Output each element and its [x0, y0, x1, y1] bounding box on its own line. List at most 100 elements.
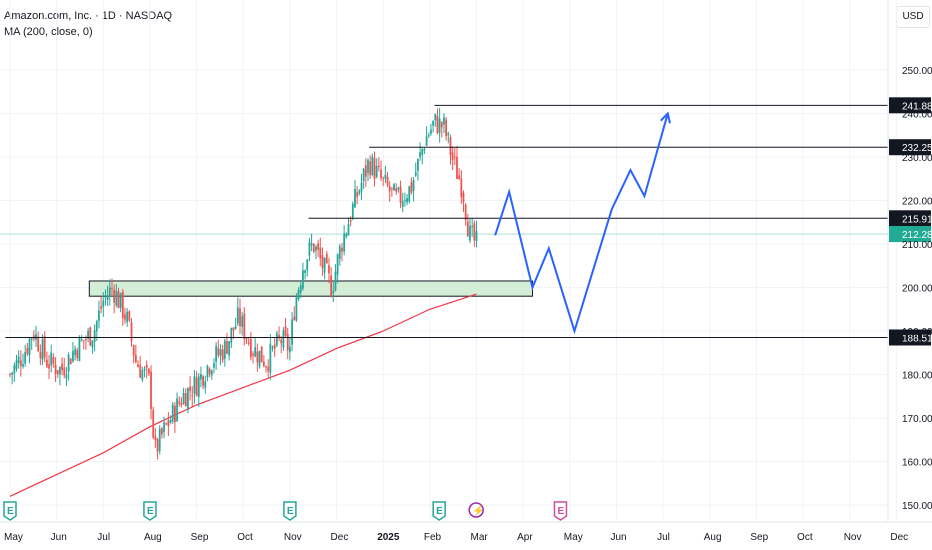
candle-body — [393, 184, 395, 191]
candle-body — [156, 439, 159, 452]
candle-body — [369, 161, 372, 176]
candle-body — [403, 200, 406, 202]
events-layer: E E E E ⚡ E — [3, 501, 568, 521]
candle-body — [182, 393, 185, 404]
candle-body — [395, 188, 398, 192]
x-tick-label: Jul — [657, 532, 670, 543]
candle-body — [265, 366, 267, 368]
candle-body — [56, 370, 59, 375]
candle-body — [26, 347, 29, 354]
level-price-tag — [889, 139, 931, 156]
candle-body — [223, 340, 226, 359]
candle-body — [397, 187, 400, 190]
candle-body — [312, 243, 315, 252]
candle-body — [130, 322, 133, 342]
projection-path — [494, 113, 669, 335]
x-tick-label: Apr — [517, 532, 533, 543]
symbol-title[interactable]: Amazon.com, Inc. · 1D · NASDAQ — [4, 10, 173, 22]
candle-body — [163, 422, 165, 433]
x-tick-label: Oct — [237, 532, 253, 543]
x-tick-label: Jun — [51, 532, 67, 543]
earnings-event-icon — [3, 501, 17, 521]
candle-body — [61, 363, 63, 371]
candle-body — [280, 339, 283, 344]
candle-body — [371, 156, 374, 175]
y-tick-label: 210.00 — [902, 240, 932, 251]
candle-body — [82, 340, 85, 342]
candle-body — [102, 300, 105, 307]
candle-body — [410, 182, 413, 193]
candle-body — [364, 165, 367, 177]
candle-body — [210, 370, 213, 376]
candle-body — [447, 133, 450, 136]
x-tick-label: Oct — [797, 532, 813, 543]
candle-body — [345, 233, 348, 237]
candle-body — [258, 350, 261, 367]
candle-body — [50, 352, 53, 366]
candle-body — [69, 358, 72, 365]
x-tick-label: Dec — [331, 532, 349, 543]
candle-body — [291, 319, 293, 345]
earnings-event-icon — [283, 501, 297, 521]
candle-body — [195, 377, 198, 396]
candle-body — [273, 344, 276, 349]
projection-arrowhead — [660, 111, 671, 124]
y-tick-label: 230.00 — [902, 153, 932, 164]
candle-body — [412, 179, 415, 191]
candle-body — [234, 326, 237, 329]
level-price-tag — [889, 329, 931, 346]
candle-body — [306, 259, 309, 271]
candle-body — [178, 401, 181, 404]
candle-body — [9, 373, 11, 375]
candle-body — [275, 333, 278, 346]
candle-body — [262, 361, 265, 367]
candle-body — [308, 242, 311, 256]
x-tick-label: Jul — [97, 532, 110, 543]
candle-body — [72, 351, 74, 362]
level-price-tag — [889, 97, 931, 114]
earnings-event-glyph: E — [147, 506, 154, 517]
level-price-label: 188.51 — [902, 333, 932, 344]
candle-body — [438, 118, 441, 134]
candle-body — [208, 368, 211, 374]
candle-body — [254, 347, 257, 357]
chart-grid — [0, 0, 897, 522]
candle-body — [293, 316, 296, 320]
candle-body — [334, 271, 337, 291]
candle-body — [362, 169, 365, 181]
candle-body — [466, 221, 469, 237]
earnings-event-glyph: E — [436, 506, 443, 517]
candle-body — [388, 186, 391, 192]
candle-body — [421, 149, 424, 155]
candle-body — [115, 291, 118, 306]
candle-body — [390, 187, 393, 189]
candle-body — [453, 156, 456, 158]
candle-body — [197, 376, 200, 397]
split-event-icon — [468, 502, 484, 518]
candle-body — [299, 285, 302, 293]
indicator-legend[interactable]: MA (200, close, 0) — [4, 26, 93, 38]
candle-body — [41, 339, 44, 360]
x-tick-label: Aug — [144, 532, 162, 543]
candle-body — [108, 287, 111, 297]
level-price-label: 215.91 — [902, 214, 932, 225]
y-tick-label: 220.00 — [902, 197, 932, 208]
candle-body — [451, 152, 454, 160]
candle-body — [217, 348, 220, 356]
candle-body — [95, 321, 98, 332]
candle-body — [191, 395, 194, 397]
candle-body — [295, 297, 298, 321]
candle-body — [63, 367, 66, 376]
candle-body — [321, 255, 324, 269]
candle-body — [219, 349, 222, 356]
candle-body — [330, 275, 333, 297]
current-price-label: 212.28 — [902, 230, 932, 241]
moving-average-layer — [9, 293, 477, 497]
candle-body — [87, 330, 90, 339]
candle-body — [113, 289, 116, 303]
candle-body — [193, 376, 196, 394]
y-tick-label: 180.00 — [902, 371, 932, 382]
candle-body — [336, 254, 339, 275]
level-price-label: 232.25 — [902, 143, 932, 154]
